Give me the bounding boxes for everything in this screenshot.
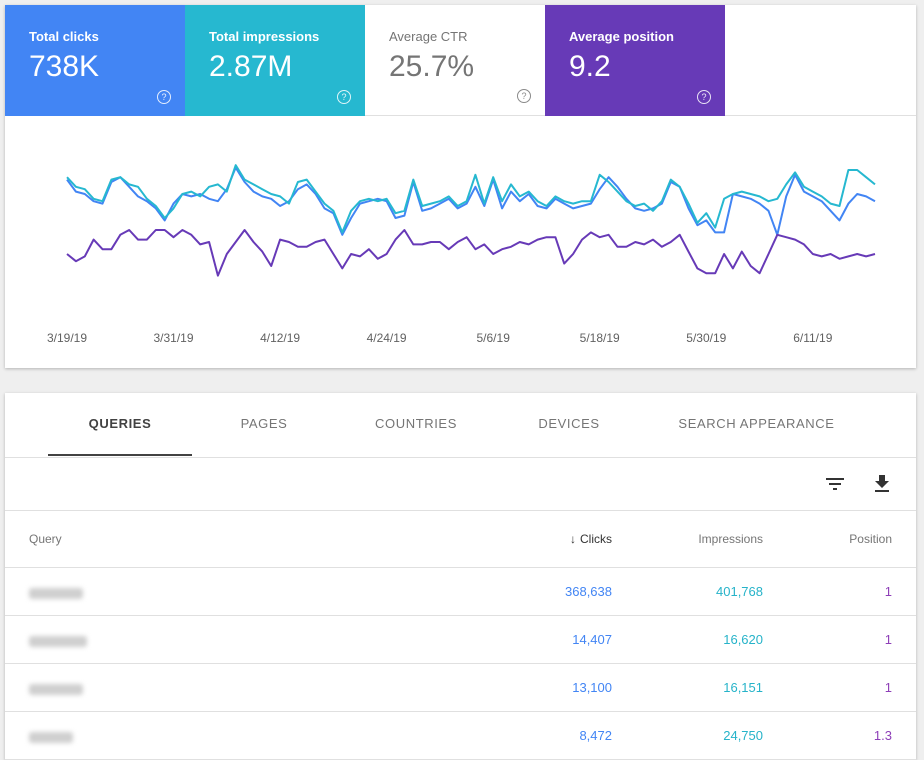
x-tick-label: 5/6/19 xyxy=(477,331,511,345)
table-row[interactable]: 13,100 16,151 1 xyxy=(5,664,916,712)
x-tick-label: 5/18/19 xyxy=(580,331,620,345)
impressions-value: 401,768 xyxy=(716,584,763,599)
help-icon[interactable]: ? xyxy=(157,90,171,104)
query-redacted xyxy=(29,618,244,661)
table-row[interactable]: 14,407 16,620 1 xyxy=(5,616,916,664)
series-line-0 xyxy=(66,166,876,236)
report-table-card: QUERIES PAGES COUNTRIES DEVICES SEARCH A… xyxy=(5,393,916,760)
metric-filler xyxy=(725,5,916,116)
tab-search-appearance[interactable]: SEARCH APPEARANCE xyxy=(678,416,835,431)
tab-countries[interactable]: COUNTRIES xyxy=(375,416,457,431)
impressions-value: 24,750 xyxy=(723,728,763,743)
help-icon[interactable]: ? xyxy=(697,90,711,104)
clicks-value: 14,407 xyxy=(572,632,612,647)
table-row[interactable]: 368,638 401,768 1 xyxy=(5,568,916,616)
table-row[interactable]: 8,472 24,750 1.3 xyxy=(5,712,916,760)
metric-value: 2.87M xyxy=(209,50,293,83)
clicks-value: 8,472 xyxy=(579,728,612,743)
x-tick-label: 6/11/19 xyxy=(793,331,832,345)
filter-icon[interactable] xyxy=(823,472,847,496)
dimension-tabs: QUERIES PAGES COUNTRIES DEVICES SEARCH A… xyxy=(5,393,916,458)
metric-label: Average CTR xyxy=(389,29,468,44)
table-toolbar xyxy=(5,458,916,511)
help-icon[interactable]: ? xyxy=(337,90,351,104)
query-redacted xyxy=(29,666,244,709)
header-query[interactable]: Query xyxy=(29,532,62,546)
impressions-value: 16,151 xyxy=(723,680,763,695)
tab-queries[interactable]: QUERIES xyxy=(88,416,152,431)
help-icon[interactable]: ? xyxy=(517,89,531,103)
header-position[interactable]: Position xyxy=(849,532,892,546)
impressions-value: 16,620 xyxy=(723,632,763,647)
metric-tabs: Total clicks 738K ? Total impressions 2.… xyxy=(5,5,916,116)
table-header: Query ↓ Clicks Impressions Position xyxy=(5,511,916,568)
clicks-value: 13,100 xyxy=(572,680,612,695)
header-impressions[interactable]: Impressions xyxy=(698,532,763,546)
x-tick-label: 3/19/19 xyxy=(47,331,87,345)
sort-arrow-icon[interactable]: ↓ xyxy=(570,532,576,546)
x-tick-label: 4/12/19 xyxy=(260,331,300,345)
metric-label: Total clicks xyxy=(29,29,99,44)
metric-label: Average position xyxy=(569,29,674,44)
query-redacted xyxy=(29,714,244,757)
header-clicks[interactable]: Clicks xyxy=(580,532,612,546)
position-value: 1 xyxy=(884,680,892,695)
metric-total-impressions[interactable]: Total impressions 2.87M ? xyxy=(185,5,365,116)
metric-value: 738K xyxy=(29,50,100,83)
performance-card: Total clicks 738K ? Total impressions 2.… xyxy=(5,5,916,368)
active-tab-indicator xyxy=(48,454,192,456)
performance-chart[interactable]: 3/19/19 3/31/19 4/12/19 4/24/19 5/6/19 5/18/1… xyxy=(5,116,916,368)
download-icon[interactable] xyxy=(870,472,894,496)
position-value: 1 xyxy=(884,632,892,647)
series-line-1 xyxy=(66,164,876,234)
metric-value: 25.7% xyxy=(389,50,475,83)
metric-average-position[interactable]: Average position 9.2 ? xyxy=(545,5,725,116)
position-value: 1.3 xyxy=(873,728,892,743)
clicks-value: 368,638 xyxy=(565,584,612,599)
metric-value: 9.2 xyxy=(569,50,611,83)
metric-total-clicks[interactable]: Total clicks 738K ? xyxy=(5,5,185,116)
query-redacted xyxy=(29,570,244,613)
position-value: 1 xyxy=(884,584,892,599)
series-line-2 xyxy=(66,229,876,277)
metric-average-ctr[interactable]: Average CTR 25.7% ? xyxy=(365,5,545,116)
metric-label: Total impressions xyxy=(209,29,320,44)
tab-devices[interactable]: DEVICES xyxy=(538,416,600,431)
x-tick-label: 5/30/19 xyxy=(686,331,726,345)
tab-pages[interactable]: PAGES xyxy=(240,416,288,431)
x-tick-label: 3/31/19 xyxy=(153,331,193,345)
x-tick-label: 4/24/19 xyxy=(367,331,407,345)
